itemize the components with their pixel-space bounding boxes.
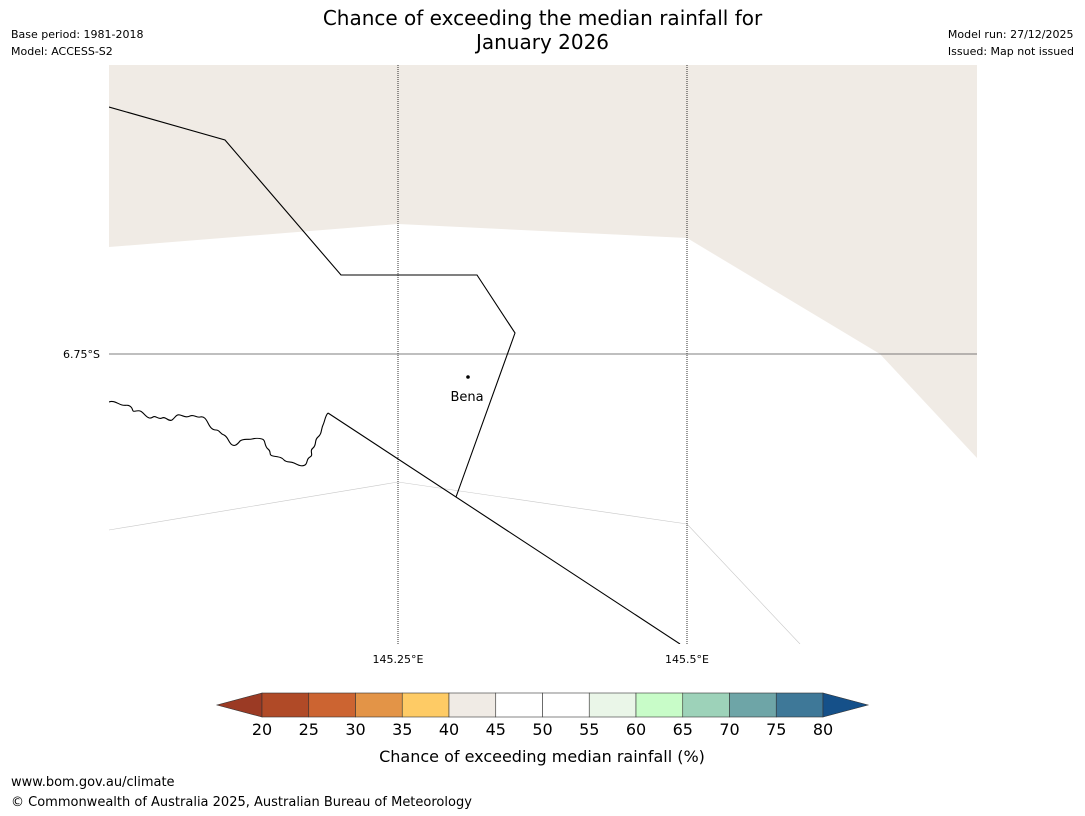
colorbar-bin xyxy=(261,692,310,718)
map-frame xyxy=(109,65,977,644)
colorbar-tick-label: 30 xyxy=(345,720,365,739)
footer-copyright: © Commonwealth of Australia 2025, Austra… xyxy=(11,795,472,810)
title-line-1: Chance of exceeding the median rainfall … xyxy=(322,6,763,30)
colorbar-bin xyxy=(588,692,637,718)
colorbar-bin xyxy=(448,692,497,718)
colorbar-bin xyxy=(729,692,777,718)
forecast-region-40-45 xyxy=(109,65,977,458)
colorbar-bin xyxy=(542,692,590,718)
latitude-label: 6.75°S xyxy=(63,348,100,361)
town-label: Bena xyxy=(450,390,483,405)
colorbar: 20 25 30 35 40 45 50 55 60 65 70 75 80 xyxy=(215,692,870,739)
colorbar-tick-label: 70 xyxy=(719,720,739,739)
metadata-right: Model run: 27/12/2025 Issued: Map not is… xyxy=(948,26,1074,60)
colorbar-tick-label: 25 xyxy=(299,720,319,739)
colorbar-tick-label: 75 xyxy=(766,720,786,739)
colorbar-tick-label: 20 xyxy=(252,720,272,739)
metadata-left: Base period: 1981-2018 Model: ACCESS-S2 xyxy=(11,26,143,60)
colorbar-tick-label: 50 xyxy=(532,720,552,739)
colorbar-tick-label: 45 xyxy=(486,720,506,739)
model-run-text: Model run: 27/12/2025 xyxy=(947,28,1074,41)
colorbar-tick-label: 65 xyxy=(673,720,693,739)
province-border xyxy=(109,106,516,498)
colorbar-bin xyxy=(775,692,824,718)
colorbar-label: Chance of exceeding median rainfall (%) xyxy=(379,747,705,766)
map-title: Chance of exceeding the median rainfall … xyxy=(0,6,1085,54)
colorbar-tick-label: 80 xyxy=(813,720,833,739)
issued-text: Issued: Map not issued xyxy=(947,45,1074,58)
colorbar-bin xyxy=(308,692,356,718)
colorbar-bin xyxy=(495,692,543,718)
colorbar-tick-label: 60 xyxy=(626,720,646,739)
colorbar-tick-label: 35 xyxy=(392,720,412,739)
footer-url[interactable]: www.bom.gov.au/climate xyxy=(11,775,175,790)
longitude-label-145-25: 145.25°E xyxy=(373,653,424,666)
model-text: Model: ACCESS-S2 xyxy=(11,45,113,58)
colorbar-bin xyxy=(355,692,403,718)
colorbar-bin xyxy=(635,692,684,718)
colorbar-bin xyxy=(682,692,730,718)
contour-line xyxy=(109,481,801,644)
colorbar-extend-low xyxy=(215,692,263,718)
title-line-2: January 2026 xyxy=(475,30,610,54)
base-period-text: Base period: 1981-2018 xyxy=(11,28,144,41)
longitude-label-145-5: 145.5°E xyxy=(665,653,709,666)
colorbar-tick-label: 55 xyxy=(579,720,599,739)
town-marker xyxy=(466,375,470,379)
province-border xyxy=(327,412,681,644)
colorbar-extend-high xyxy=(822,692,870,718)
river-boundary xyxy=(109,400,329,467)
colorbar-bin xyxy=(401,692,450,718)
colorbar-tick-label: 40 xyxy=(439,720,459,739)
